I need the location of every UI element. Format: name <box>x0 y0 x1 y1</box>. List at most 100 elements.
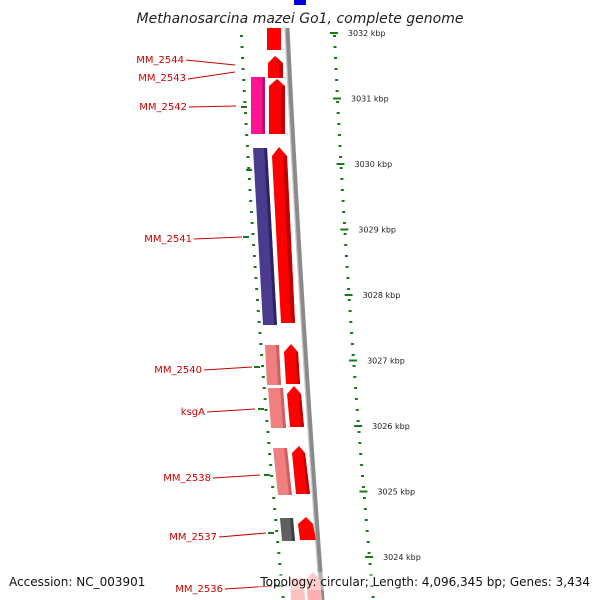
inner-ring-dot <box>256 310 260 312</box>
leader-line <box>206 408 256 413</box>
kbp-major-tick <box>329 32 338 34</box>
inner-ring-tick <box>264 474 270 476</box>
leader-line <box>188 105 237 108</box>
outer-ring-dot <box>362 497 366 499</box>
kbp-label: 3025 kbp <box>377 488 415 497</box>
inner-ring-dot <box>270 475 274 477</box>
outer-ring-dot <box>343 233 347 235</box>
gene-features <box>251 28 322 600</box>
kbp-major-tick <box>365 556 374 558</box>
kbp-major-tick <box>354 425 363 427</box>
outer-ring-dot <box>358 442 362 444</box>
outer-ring-dot <box>360 464 364 466</box>
inner-ring-dot <box>271 486 275 488</box>
inner-ring-dot <box>267 442 271 444</box>
inner-ring-tick <box>258 408 264 410</box>
outer-ring-dot <box>363 508 367 510</box>
inner-ring-dot <box>257 321 261 323</box>
outer-ring-dot <box>342 222 346 224</box>
leader-line <box>203 366 253 371</box>
kbp-label: 3026 kbp <box>372 422 410 431</box>
inner-ring-dot <box>272 497 276 499</box>
outer-ring-dot <box>361 486 365 488</box>
inner-ring-tick <box>241 106 247 108</box>
outer-ring-dot <box>371 596 375 598</box>
feature-shade <box>290 518 295 541</box>
inner-ring-dot <box>254 277 258 279</box>
outer-ring-dot <box>356 420 360 422</box>
inner-ring-dot <box>249 211 253 213</box>
inner-ring-dot <box>258 332 262 334</box>
outer-ring-dot <box>344 244 348 246</box>
gene-feature-mm-2542 <box>251 77 265 134</box>
leader-line <box>224 585 273 590</box>
gene-arrow-shade <box>299 394 304 427</box>
feature-shade <box>264 148 277 325</box>
inner-ring-dot <box>261 376 265 378</box>
gene-arrow-shade <box>283 156 295 323</box>
outer-ring-dot <box>355 409 359 411</box>
inner-ring-dot <box>247 178 251 180</box>
inner-ring-dot <box>259 343 263 345</box>
gene-label-ksga: ksgA <box>181 407 205 418</box>
footer-topology-backdrop <box>258 572 594 590</box>
kbp-label: 3027 kbp <box>367 357 405 366</box>
gene-label-mm-2538: MM_2538 <box>163 473 211 484</box>
dotted-rings <box>240 35 375 598</box>
inner-ring-dot <box>273 508 277 510</box>
gene-arrow-mm-2537 <box>298 517 316 540</box>
outer-ring-dot <box>335 90 339 92</box>
outer-ring-dot <box>335 79 339 81</box>
outer-ring-dot <box>345 266 349 268</box>
feature-shade <box>276 345 281 385</box>
inner-ring-dot <box>256 299 259 301</box>
outer-ring-dot <box>365 530 369 532</box>
inner-ring-dot <box>242 79 246 81</box>
footer-topology: Topology: circular; Length: 4,096,345 bp… <box>259 575 590 589</box>
outer-ring-dot <box>347 299 351 301</box>
inner-ring-dot <box>244 112 247 114</box>
kbp-major-tick <box>333 97 341 100</box>
kbp-label: 3024 kbp <box>383 553 421 562</box>
gene-label-mm-2540: MM_2540 <box>154 365 202 376</box>
inner-ring-dot <box>253 266 257 268</box>
inner-ring-dot <box>243 101 247 103</box>
outer-ring-dot <box>350 332 354 334</box>
leader-line <box>193 236 243 240</box>
kbp-label: 3030 kbp <box>355 160 393 169</box>
outer-ring-dot <box>351 354 355 356</box>
gene-arrow-mm-2540 <box>284 344 300 384</box>
outer-ring-dot <box>333 46 337 48</box>
gene-arrow-shade <box>281 86 285 134</box>
inner-ring-tick <box>274 585 280 587</box>
outer-ring-dot <box>348 310 352 312</box>
kbp-label: 3029 kbp <box>358 226 396 235</box>
inner-ring-dot <box>255 288 259 290</box>
inner-ring-dot <box>279 574 283 576</box>
outer-ring-dot <box>354 387 358 389</box>
genome-backbone <box>284 27 325 600</box>
inner-ring-dot <box>268 453 272 455</box>
inner-ring-dot <box>274 519 278 521</box>
inner-ring-dot <box>245 145 249 147</box>
outer-ring-dot <box>334 68 338 70</box>
inner-ring-tick <box>254 366 260 368</box>
kbp-label: 3028 kbp <box>363 291 401 300</box>
outer-ring-dot <box>340 189 344 191</box>
gene-label-mm-2541: MM_2541 <box>144 234 192 245</box>
leader-line <box>185 59 236 66</box>
blue-marker <box>294 0 306 5</box>
inner-ring-dot <box>241 57 245 59</box>
inner-ring-dot <box>244 123 248 125</box>
map-title: Methanosarcina mazei Go1, complete genom… <box>137 11 464 27</box>
inner-ring-dot <box>276 541 280 543</box>
kbp-major-tick <box>359 490 368 493</box>
leader-line <box>187 71 236 80</box>
inner-ring-dot <box>250 222 254 224</box>
gene-labels: MM_2544 MM_2543 MM_2542 MM_2541 MM_2540 … <box>136 55 273 595</box>
inner-ring-dot <box>280 585 284 587</box>
outer-ring-dot <box>368 563 372 565</box>
gene-arrow-mm-2544 <box>267 28 281 50</box>
gene-arrow-shade <box>275 56 283 78</box>
